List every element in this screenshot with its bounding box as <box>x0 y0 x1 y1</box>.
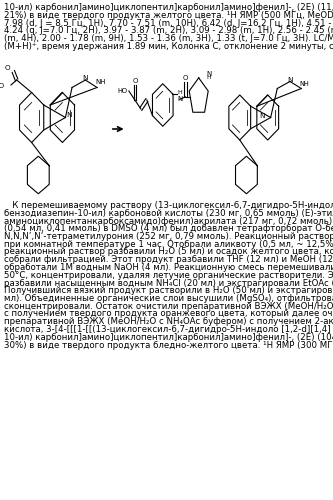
Text: при комнатной температуре 1 час. Отобрали аликвоту (0,5 мл, ~ 12,5%). Оставшийся: при комнатной температуре 1 час. Отобрал… <box>4 240 333 248</box>
Text: NH: NH <box>95 80 106 86</box>
Text: мл). Объединенные органические слои высушили (MgSO₄), отфильтровали и: мл). Объединенные органические слои высу… <box>4 294 333 303</box>
Text: 30%) в виде твердого продукта бледно-желтого цвета. ¹H ЯМР (300 МГц, DMSO-d₆) δ: 30%) в виде твердого продукта бледно-жел… <box>4 340 333 349</box>
Text: N: N <box>67 112 72 118</box>
Text: N: N <box>206 71 211 77</box>
Text: O: O <box>132 78 138 84</box>
Text: (m, 4H), 2.00 - 1.78 (m, 9H), 1.53 - 1.36 (m, 3H), 1.33 (t, J=7.0 Гц, 3H). LC/MS: (m, 4H), 2.00 - 1.78 (m, 9H), 1.53 - 1.3… <box>4 34 333 43</box>
Text: N: N <box>287 76 293 82</box>
Text: H: H <box>177 90 182 95</box>
Text: 21%) в виде твердого продукта желтого цвета. ¹H ЯМР (500 МГц, MeOD) δ 8.13 (s, 1: 21%) в виде твердого продукта желтого цв… <box>4 10 333 20</box>
Text: HO: HO <box>0 83 4 89</box>
Text: с получением твердого продукта оранжевого цвета, который далее очищали: с получением твердого продукта оранжевог… <box>4 310 333 318</box>
Text: разбавили насыщенным водным NH₄Cl (20 мл) и экстрагировали EtOAc (40 мл).: разбавили насыщенным водным NH₄Cl (20 мл… <box>4 278 333 287</box>
Text: H: H <box>206 76 211 80</box>
Text: O: O <box>5 66 10 71</box>
Text: реакционный раствор разбавили H₂O (5 мл) и осадок желтого цвета, который образов: реакционный раствор разбавили H₂O (5 мл)… <box>4 248 333 256</box>
Text: 4.24 (q, J=7.0 Гц, 2H), 3.97 - 3.87 (m, 2H), 3.09 - 2.98 (m, 1H), 2.56 - 2.45 (m: 4.24 (q, J=7.0 Гц, 2H), 3.97 - 3.87 (m, … <box>4 26 333 35</box>
Text: сконцентрировали. Остаток очистили препаративной ВЭЖХ (MeOH/H₂O с TFA буфером): сконцентрировали. Остаток очистили препа… <box>4 302 333 311</box>
Text: 7.98 (d, J = 8.5 Гц, 1H), 7.70 - 7.51 (m, 10H), 6.42 (d, J=16.2 Гц, 1H), 4.51 - : 7.98 (d, J = 8.5 Гц, 1H), 7.70 - 7.51 (m… <box>4 18 333 28</box>
Text: препаративной ВЭЖХ (MeOH/H₂O с NH₄OAc буфером) с получением 2-акриловая: препаративной ВЭЖХ (MeOH/H₂O с NH₄OAc бу… <box>4 318 333 326</box>
Text: 50°C, концентрировали, удаляя летучие органические растворители. Этот раствор: 50°C, концентрировали, удаляя летучие ор… <box>4 271 333 280</box>
Text: N: N <box>259 112 265 118</box>
Text: HO: HO <box>118 88 128 94</box>
Text: 10-ил) карбонил]амино]циклопентил]карбонил]амино]фенил]-, (2E) (104 мг, 0,17 ммо: 10-ил) карбонил]амино]циклопентил]карбон… <box>4 333 333 342</box>
Text: NH: NH <box>300 80 309 86</box>
Text: (0,54 мл, 0,41 ммоль) в DMSO (4 мл) был добавлен тетрафторборат O-бензотриазол-1: (0,54 мл, 0,41 ммоль) в DMSO (4 мл) был … <box>4 224 333 233</box>
Text: аминоциклопентанкарбоксамидо)фенил)акрилата (217 мг, 0,72 ммоль) и триэтиламина: аминоциклопентанкарбоксамидо)фенил)акрил… <box>4 216 333 226</box>
Text: К перемешиваемому раствору (13-циклогексил-6,7-дигидро-5H-индоло[1,2-d][1,4]: К перемешиваемому раствору (13-циклогекс… <box>4 201 333 210</box>
Text: собрали фильтрацией. Этот продукт разбавили THF (12 мл) и MeOH (12 мл), а затем: собрали фильтрацией. Этот продукт разбав… <box>4 255 333 264</box>
Text: Получившийся вязкий продукт растворили в H₂O (50 мл) и экстрагировали EtOAc (100: Получившийся вязкий продукт растворили в… <box>4 286 333 295</box>
Text: бензодиазепин-10-ил) карбоновой кислоты (230 мг, 0,65 ммоль) (E)-этил 3-(4-(1-: бензодиазепин-10-ил) карбоновой кислоты … <box>4 209 333 218</box>
Text: N: N <box>83 74 88 80</box>
Text: обработали 1M водным NaOH (4 мл). Реакционную смесь перемешивали 6 часов при: обработали 1M водным NaOH (4 мл). Реакци… <box>4 263 333 272</box>
Text: N,N,N’,N’-тетраметилурония (252 мг, 0,79 ммоль). Реакционный раствор перемешивал: N,N,N’,N’-тетраметилурония (252 мг, 0,79… <box>4 232 333 241</box>
Text: N: N <box>177 96 182 102</box>
Text: 10-ил) карбонил]амино]циклопентил]карбонил]амино]фенил]-, (2E) (11,1 мг, 0,017 м: 10-ил) карбонил]амино]циклопентил]карбон… <box>4 3 333 12</box>
Text: кислота, 3-[4-[[[1-[[(13-циклогексил-6,7-дигидро-5H-индоло [1,2-d][1,4] бензодиа: кислота, 3-[4-[[[1-[[(13-циклогексил-6,7… <box>4 325 333 334</box>
Text: (M+H)⁺, время удержания 1.89 мин, Колонка С, отклонение 2 минуты, старт при 30% : (M+H)⁺, время удержания 1.89 мин, Колонк… <box>4 42 333 51</box>
Text: O: O <box>183 75 188 81</box>
